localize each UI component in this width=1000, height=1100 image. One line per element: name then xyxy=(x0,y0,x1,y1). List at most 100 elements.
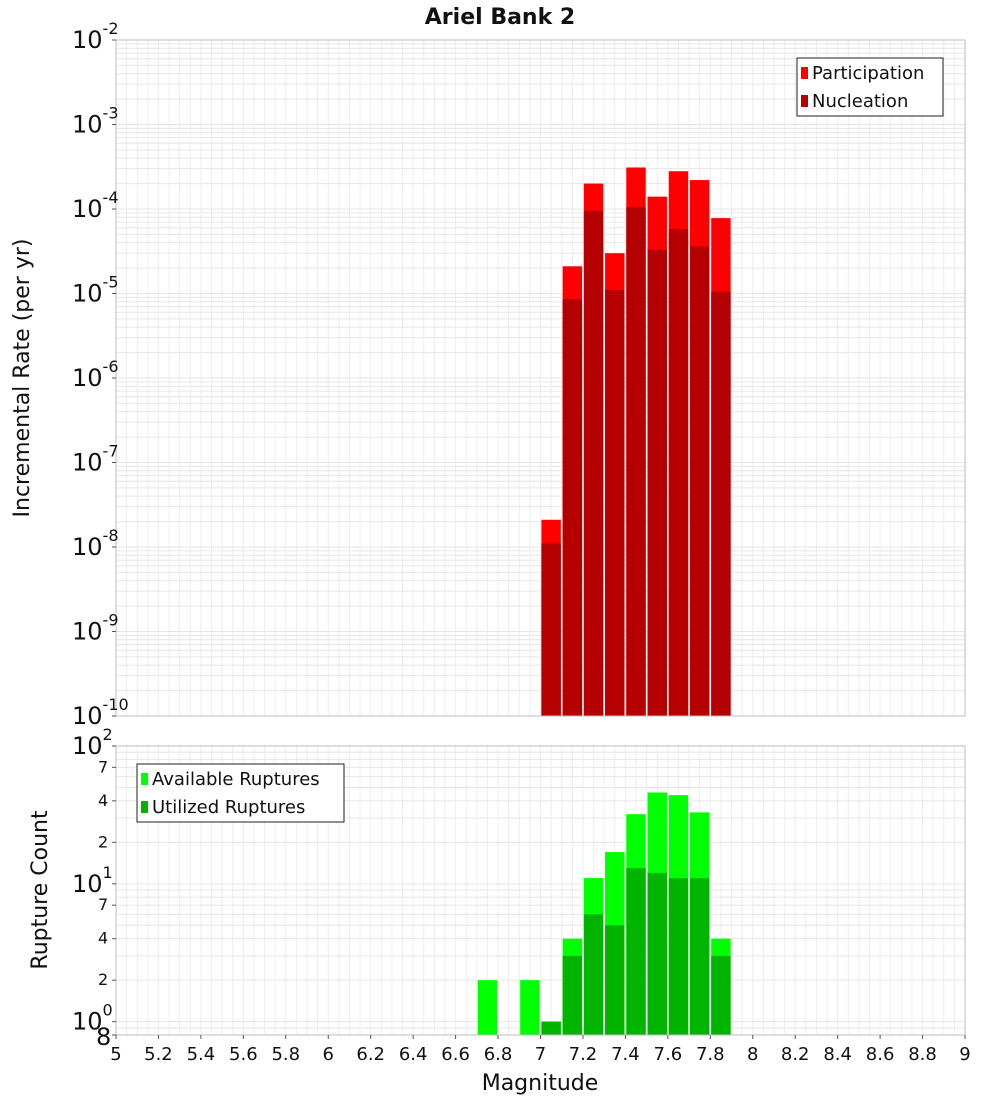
top-y-tick-label: 10-9 xyxy=(72,611,119,646)
bottom-bars xyxy=(477,792,731,1035)
x-tick-label: 9 xyxy=(959,1044,970,1065)
legend-swatch-nucleation xyxy=(801,95,808,107)
x-tick-label: 5.6 xyxy=(229,1044,258,1065)
bottom-y-major-tick-label-exponent: 0 xyxy=(103,1001,113,1020)
bottom-utilized-ruptures-bar-6 xyxy=(626,868,646,1035)
x-tick-label: 7.2 xyxy=(569,1044,598,1065)
legend-label-participation: Participation xyxy=(812,63,924,84)
x-tick-label: 6.6 xyxy=(441,1044,470,1065)
top-y-tick-label-base: 10 xyxy=(72,364,103,392)
bottom-y-minor-tick-label: 4 xyxy=(98,929,108,948)
top-y-tick-label-exponent: -8 xyxy=(103,526,119,545)
legend-label-utilized-ruptures: Utilized Ruptures xyxy=(152,797,305,818)
bottom-utilized-ruptures-bar-5 xyxy=(605,925,625,1035)
top-y-grid xyxy=(116,39,965,717)
bottom-y-major-tick-label: 100 xyxy=(72,1001,113,1036)
legend-frame xyxy=(136,763,345,823)
bottom-y-major-tick-label-exponent: 2 xyxy=(103,725,113,744)
bottom-y-axis-title: Rupture Count xyxy=(28,810,53,970)
bottom-y-major-tick-label-base: 10 xyxy=(72,732,103,760)
top-y-tick-label-base: 10 xyxy=(72,618,103,646)
bottom-utilized-ruptures-bar-3 xyxy=(562,955,583,1035)
x-tick-label: 5.8 xyxy=(271,1044,300,1065)
bottom-y-minor-tick-label: 2 xyxy=(98,832,108,851)
bottom-y-minor-tick-label: 4 xyxy=(98,791,108,810)
top-y-tick-label: 10-2 xyxy=(72,19,119,54)
top-y-tick-label: 10-3 xyxy=(72,104,119,139)
top-y-tick-label: 10-10 xyxy=(72,695,129,730)
x-tick-label: 8.8 xyxy=(908,1044,937,1065)
top-y-tick-label-base: 10 xyxy=(72,26,103,54)
bottom-y-minor-tick-label: 2 xyxy=(98,970,108,989)
top-y-tick-label-base: 10 xyxy=(72,533,103,561)
x-tick-label: 6.2 xyxy=(356,1044,385,1065)
legend-label-nucleation: Nucleation xyxy=(812,91,908,112)
legend-swatch-available-ruptures xyxy=(141,773,148,785)
x-axis-ticks: 5 5.2 5.4 5.6 5.8 6 6.2 6.4 6.6 6.8 7 7.2 7.4 7.6 7.8 8… xyxy=(110,1035,971,1065)
top-bars xyxy=(541,167,731,717)
top-y-tick-label-base: 10 xyxy=(72,702,103,730)
top-y-tick-label-exponent: -4 xyxy=(103,188,119,207)
top-y-tick-label-base: 10 xyxy=(72,195,103,223)
top-y-tick-label: 10-6 xyxy=(72,357,119,392)
bottom-utilized-ruptures-bar-8 xyxy=(668,878,689,1035)
top-y-tick-label-exponent: -3 xyxy=(103,104,119,123)
x-tick-label: 5.4 xyxy=(187,1044,216,1065)
bottom-y-major-tick-label-exponent: 1 xyxy=(103,863,113,882)
top-y-tick-label-exponent: -9 xyxy=(103,611,119,630)
top-y-tick-label-exponent: -7 xyxy=(103,442,119,461)
bottom-y-minor-tick-label: 7 xyxy=(98,757,108,776)
top-y-tick-label-base: 10 xyxy=(72,280,103,308)
chart-title: Ariel Bank 2 xyxy=(425,5,575,30)
legend-frame xyxy=(796,57,944,117)
bottom-y-minor-tick-label: 7 xyxy=(98,895,108,914)
top-y-tick-label: 10-8 xyxy=(72,526,119,561)
x-tick-label: 8 xyxy=(747,1044,758,1065)
top-nucleation-bar-7 xyxy=(689,246,710,716)
bottom-utilized-ruptures-bar-9 xyxy=(689,878,710,1035)
top-y-tick-label: 10-5 xyxy=(72,273,119,308)
top-nucleation-bar-1 xyxy=(562,299,583,716)
bottom-y-major-tick-label-base: 10 xyxy=(72,1008,103,1036)
x-tick-label: 5 xyxy=(110,1044,121,1065)
legend-swatch-participation xyxy=(801,67,808,79)
bottom-y-major-tick-label: 101 xyxy=(72,863,113,898)
bottom-y-major-tick-label-base: 10 xyxy=(72,870,103,898)
top-y-tick-label-exponent: -6 xyxy=(103,357,119,376)
bottom-utilized-ruptures-bar-7 xyxy=(647,872,667,1035)
bottom-utilized-ruptures-bar-4 xyxy=(583,914,604,1035)
top-legend: Participation Nucleation xyxy=(796,57,944,117)
top-y-tick-label: 10-7 xyxy=(72,442,119,477)
x-tick-label: 7.4 xyxy=(611,1044,640,1065)
bottom-legend: Available Ruptures Utilized Ruptures xyxy=(136,763,345,823)
legend-label-available-ruptures: Available Ruptures xyxy=(152,769,320,790)
top-y-tick-label-base: 10 xyxy=(72,111,103,139)
top-y-tick-label: 10-4 xyxy=(72,188,119,223)
bottom-y-major-tick-label: 102 xyxy=(72,725,113,760)
x-tick-label: 6.8 xyxy=(484,1044,513,1065)
x-tick-label: 7 xyxy=(535,1044,546,1065)
top-nucleation-bar-4 xyxy=(626,207,646,716)
top-nucleation-bar-5 xyxy=(647,249,667,716)
top-y-tick-label-exponent: -10 xyxy=(103,695,129,714)
x-tick-label: 8.4 xyxy=(823,1044,852,1065)
bottom-available-ruptures-bar-0 xyxy=(477,980,498,1035)
top-nucleation-bar-8 xyxy=(711,291,731,716)
top-y-axis-title: Incremental Rate (per yr) xyxy=(10,239,35,518)
top-y-tick-label-exponent: -5 xyxy=(103,273,119,292)
top-nucleation-bar-6 xyxy=(668,228,689,716)
x-tick-label: 8.6 xyxy=(866,1044,895,1065)
top-nucleation-bar-3 xyxy=(605,290,625,716)
top-nucleation-bar-0 xyxy=(541,543,561,716)
x-tick-label: 7.8 xyxy=(696,1044,725,1065)
x-tick-label: 6 xyxy=(323,1044,334,1065)
top-nucleation-bar-2 xyxy=(583,210,604,716)
x-tick-label: 8.2 xyxy=(781,1044,810,1065)
bottom-y-minor-tick-label: 8 xyxy=(96,1023,111,1051)
bottom-available-ruptures-bar-1 xyxy=(520,980,540,1035)
bottom-utilized-ruptures-bar-2 xyxy=(541,1021,561,1035)
